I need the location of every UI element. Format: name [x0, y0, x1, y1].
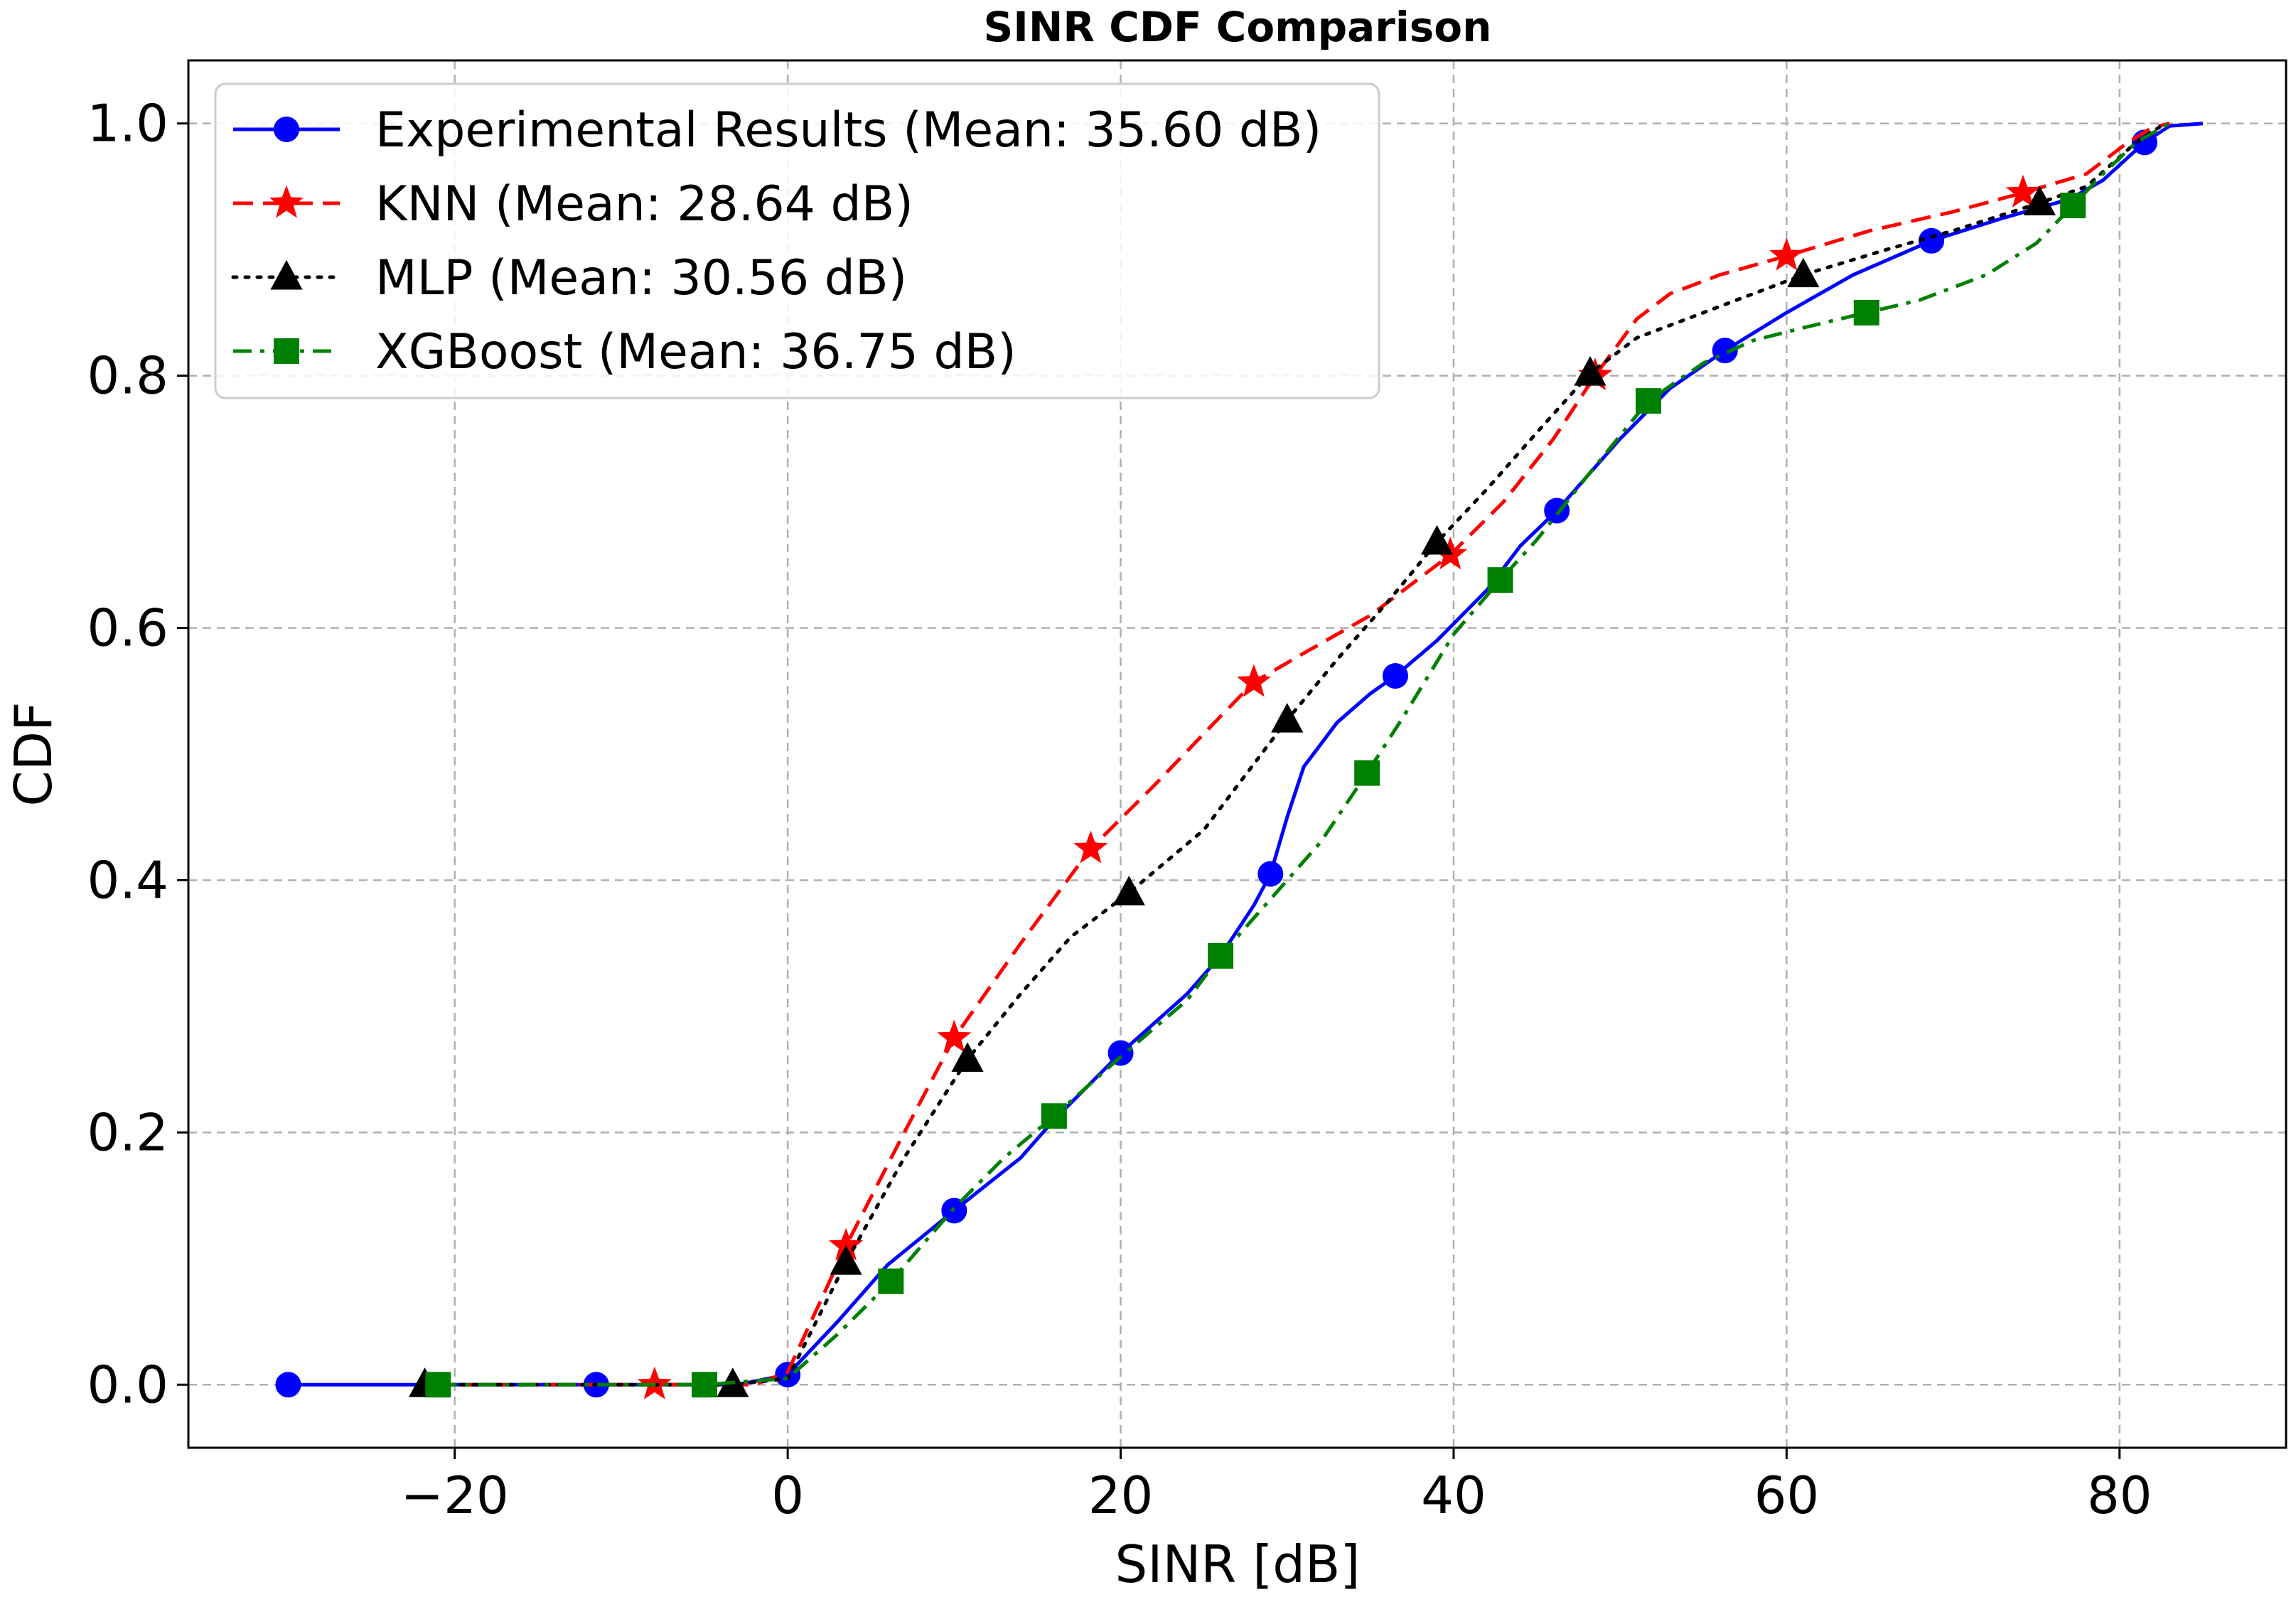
- data-point-marker: [1420, 525, 1454, 555]
- legend-entry: Experimental Results (Mean: 35.60 dB): [233, 102, 1321, 158]
- data-point-marker: [1574, 355, 1606, 386]
- data-point-marker: [2060, 193, 2086, 219]
- legend-label: Experimental Results (Mean: 35.60 dB): [375, 102, 1321, 158]
- data-point-marker: [937, 1019, 972, 1053]
- data-point-marker: [1382, 662, 1408, 689]
- x-tick-label: 80: [2087, 1466, 2152, 1525]
- legend: Experimental Results (Mean: 35.60 dB) KNN…: [214, 82, 1380, 399]
- data-point-marker: [2005, 174, 2041, 208]
- data-point-marker: [951, 1042, 984, 1072]
- y-tick-label: 0.6: [87, 598, 168, 658]
- legend-label: KNN (Mean: 28.64 dB): [375, 176, 913, 232]
- x-tick-label: −20: [401, 1466, 509, 1525]
- data-point-marker: [2023, 185, 2056, 216]
- y-axis-label: CDF: [4, 701, 63, 806]
- x-tick-label: 0: [771, 1466, 804, 1525]
- series-line: [423, 124, 2163, 1387]
- data-point-marker: [1073, 830, 1108, 864]
- series-layer: [275, 122, 2204, 1399]
- data-point-marker: [1041, 1103, 1067, 1129]
- legend-label: MLP (Mean: 30.56 dB): [375, 250, 907, 306]
- legend-marker: [274, 117, 299, 142]
- chart-title: SINR CDF Comparison: [984, 3, 1492, 51]
- data-point-marker: [1487, 567, 1513, 593]
- legend-label: XGBoost (Mean: 36.75 dB): [375, 324, 1016, 380]
- legend-marker: [270, 259, 303, 290]
- data-point-marker: [425, 1372, 451, 1398]
- y-tick-label: 1.0: [87, 94, 168, 154]
- data-point-marker: [1769, 237, 1804, 271]
- x-axis-label: SINR [dB]: [1115, 1534, 1361, 1594]
- data-point-marker: [692, 1372, 718, 1398]
- data-point-marker: [1257, 861, 1284, 887]
- legend-marker: [274, 338, 299, 364]
- data-point-marker: [1271, 702, 1304, 733]
- legend-entry: MLP (Mean: 30.56 dB): [231, 250, 907, 306]
- y-tick-label: 0.8: [87, 346, 168, 406]
- x-tick-label: 20: [1088, 1466, 1154, 1525]
- x-tick-label: 40: [1421, 1466, 1486, 1525]
- data-point-marker: [1853, 299, 1879, 326]
- series-line: [438, 122, 2171, 1387]
- data-point-marker: [1236, 664, 1272, 697]
- data-point-marker: [1787, 257, 1820, 288]
- legend-marker: [269, 185, 304, 218]
- data-point-marker: [1107, 1040, 1134, 1066]
- data-point-marker: [830, 1245, 862, 1275]
- data-point-marker: [1208, 942, 1234, 969]
- x-tick-label: 60: [1754, 1466, 1820, 1525]
- series-3: [425, 122, 2171, 1398]
- data-point-marker: [878, 1268, 904, 1294]
- legend-entry: KNN (Mean: 28.64 dB): [233, 176, 913, 232]
- data-point-marker: [275, 1372, 301, 1398]
- data-point-marker: [1112, 876, 1145, 905]
- plot-frame: [187, 59, 2287, 1449]
- y-tick-label: 0.4: [87, 850, 168, 910]
- y-tick-label: 0.0: [87, 1355, 168, 1414]
- axis-ticks: −20 0 20 40 60 80 0.0 0.2 0.4 0.6 0.8 1.0: [87, 94, 2152, 1525]
- y-tick-label: 0.2: [87, 1102, 168, 1162]
- data-point-marker: [1354, 760, 1380, 786]
- legend-entry: XGBoost (Mean: 36.75 dB): [233, 324, 1016, 380]
- data-point-marker: [1635, 388, 1661, 414]
- legend-box: [214, 82, 1380, 399]
